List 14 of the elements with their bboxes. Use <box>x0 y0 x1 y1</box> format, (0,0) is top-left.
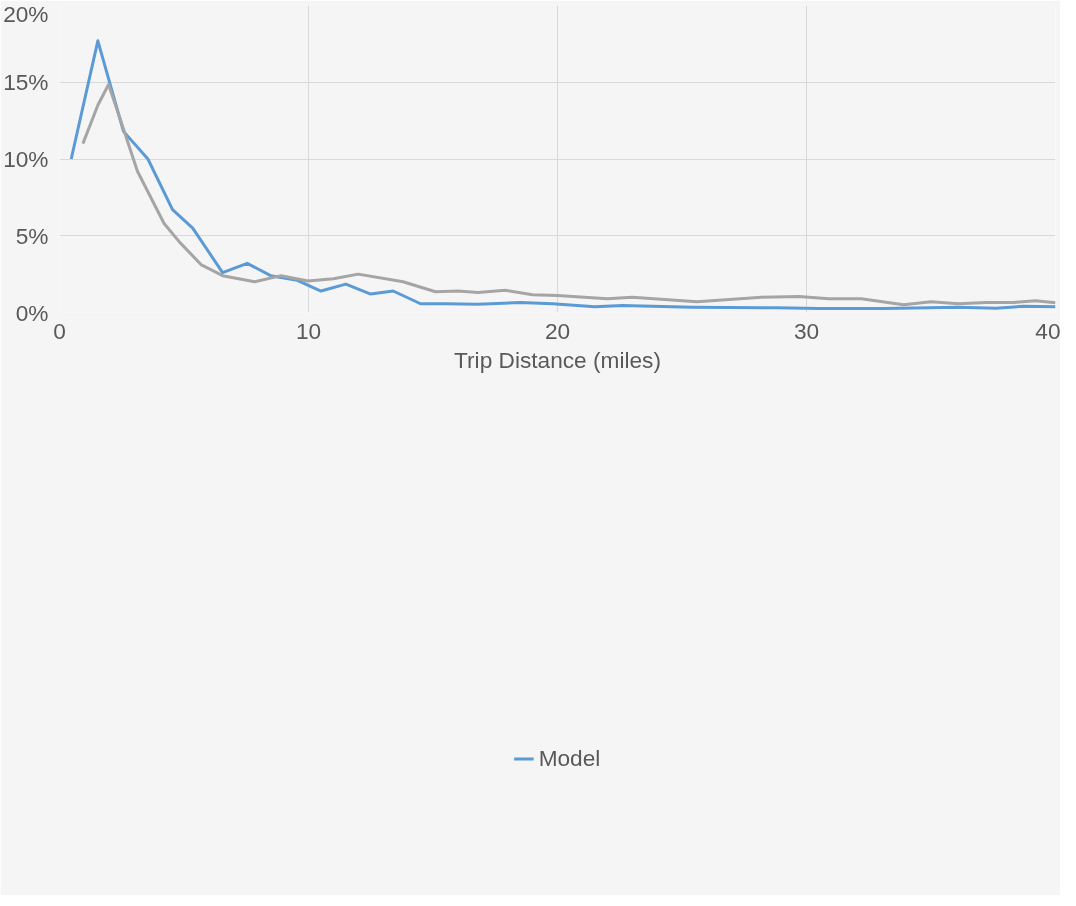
x-tick-label: 20 <box>544 317 571 344</box>
y-tick-label: 10% <box>3 146 49 172</box>
x-tick-label: 40 <box>1035 317 1061 344</box>
x-tick-label: 30 <box>793 317 820 344</box>
y-tick-label: 20% <box>3 0 49 27</box>
y-tick-label: 5% <box>15 222 49 249</box>
line-series <box>81 83 1056 307</box>
legend-label: Model <box>538 744 601 772</box>
y-tick-label: 0% <box>15 299 49 326</box>
x-tick-label: 10 <box>295 317 322 344</box>
x-axis-title: Trip Distance (miles) <box>454 346 661 373</box>
x-tick-label: 0 <box>53 317 66 344</box>
y-tick-label: 15% <box>3 69 49 96</box>
line-series <box>69 39 1056 311</box>
